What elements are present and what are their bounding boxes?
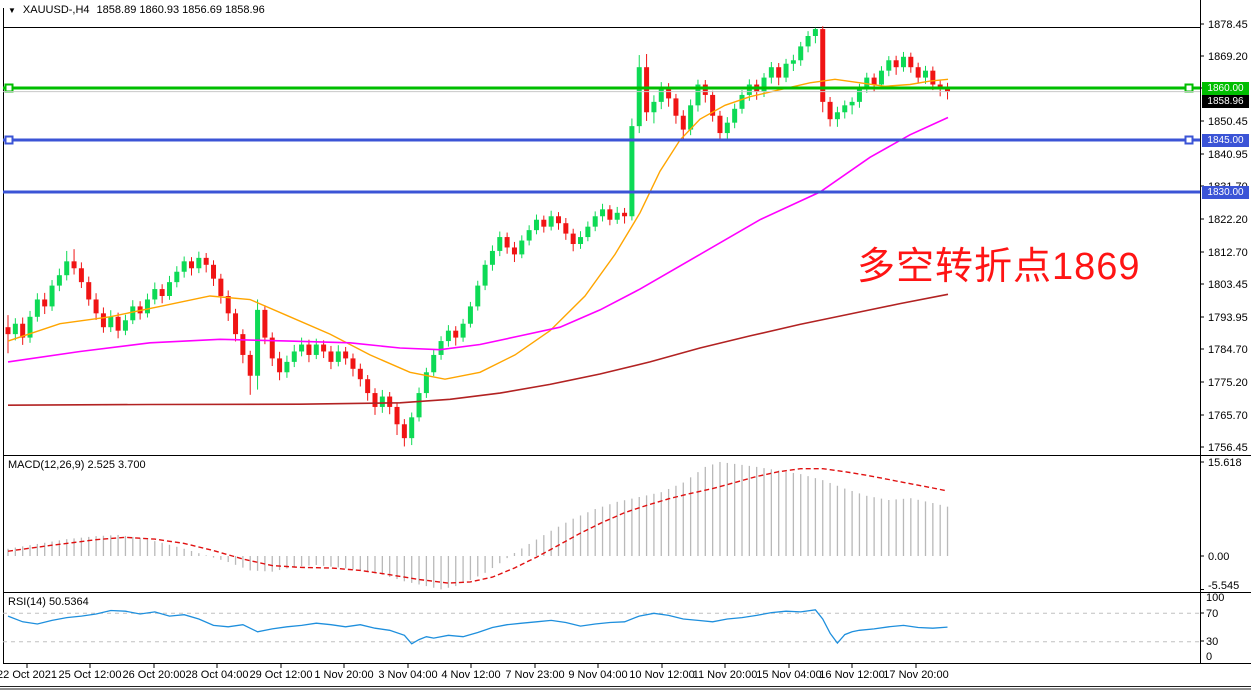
chart-title-bar: ▼ XAUUSD-,H4 1858.89 1860.93 1856.69 185… <box>8 4 265 16</box>
svg-text:15 Nov 04:00: 15 Nov 04:00 <box>756 669 821 681</box>
ohlc-values: 1858.89 1860.93 1856.69 1858.96 <box>96 4 265 16</box>
svg-text:1840.95: 1840.95 <box>1208 149 1248 161</box>
svg-text:11 Nov 20:00: 11 Nov 20:00 <box>693 669 758 681</box>
svg-text:1793.95: 1793.95 <box>1208 312 1248 324</box>
svg-text:1869.20: 1869.20 <box>1208 51 1248 63</box>
moving-averages-group <box>7 78 949 407</box>
rsi-indicator-label: RSI(14) 50.5364 <box>8 596 89 608</box>
macd-indicator-label: MACD(12,26,9) 2.525 3.700 <box>8 459 146 471</box>
horizontal-lines-group <box>3 83 1200 194</box>
symbol-period-label: XAUUSD-,H4 <box>22 4 90 16</box>
svg-text:1765.70: 1765.70 <box>1208 410 1248 422</box>
svg-text:1775.20: 1775.20 <box>1208 377 1248 389</box>
svg-text:1803.45: 1803.45 <box>1208 279 1248 291</box>
svg-text:16 Nov 12:00: 16 Nov 12:00 <box>819 669 884 681</box>
svg-text:9 Nov 04:00: 9 Nov 04:00 <box>568 669 627 681</box>
macd-signal-line <box>7 468 948 584</box>
svg-text:10 Nov 12:00: 10 Nov 12:00 <box>629 669 694 681</box>
price-badge: 1858.96 <box>1202 95 1249 108</box>
svg-text:70: 70 <box>1206 608 1218 620</box>
svg-text:25 Oct 12:00: 25 Oct 12:00 <box>59 669 122 681</box>
svg-text:1878.45: 1878.45 <box>1208 19 1248 31</box>
ma-fast-orange <box>7 78 949 380</box>
macd-panel: 15.618 0.00 -5.545 <box>7 457 1242 592</box>
svg-text:29 Oct 12:00: 29 Oct 12:00 <box>250 669 313 681</box>
price-badge: 1830.00 <box>1202 186 1249 199</box>
svg-text:7 Nov 23:00: 7 Nov 23:00 <box>505 669 564 681</box>
svg-text:100: 100 <box>1206 592 1224 604</box>
price-axis: 1878.451869.201859.951850.451840.951831.… <box>1200 19 1248 454</box>
svg-text:0: 0 <box>1206 651 1212 663</box>
price-badge: 1860.00 <box>1202 82 1249 95</box>
rsi-line <box>7 609 948 645</box>
time-axis: 22 Oct 2021 25 Oct 12:00 26 Oct 20:00 28 Oc… <box>0 664 949 681</box>
svg-text:15.618: 15.618 <box>1208 457 1242 469</box>
svg-text:1 Nov 20:00: 1 Nov 20:00 <box>314 669 373 681</box>
ma-mid-magenta <box>7 116 949 363</box>
svg-text:1850.45: 1850.45 <box>1208 116 1248 128</box>
svg-text:30: 30 <box>1206 636 1218 648</box>
svg-text:3 Nov 04:00: 3 Nov 04:00 <box>378 669 437 681</box>
svg-text:-5.545: -5.545 <box>1208 580 1239 592</box>
rsi-panel: 100 70 30 0 <box>3 592 1224 663</box>
svg-text:4 Nov 12:00: 4 Nov 12:00 <box>441 669 500 681</box>
svg-text:1784.70: 1784.70 <box>1208 344 1248 356</box>
svg-text:1812.70: 1812.70 <box>1208 247 1248 259</box>
svg-text:26 Oct 20:00: 26 Oct 20:00 <box>123 669 186 681</box>
dropdown-icon[interactable]: ▼ <box>8 5 16 15</box>
annotation-text: 多空转折点1869 <box>857 246 1141 288</box>
svg-text:28 Oct 04:00: 28 Oct 04:00 <box>186 669 249 681</box>
svg-text:1822.20: 1822.20 <box>1208 214 1248 226</box>
svg-text:17 Nov 20:00: 17 Nov 20:00 <box>883 669 948 681</box>
price-badge: 1845.00 <box>1202 134 1249 147</box>
svg-text:0.00: 0.00 <box>1208 551 1229 563</box>
svg-text:1756.45: 1756.45 <box>1208 442 1248 454</box>
ma-slow-darkred <box>7 293 949 407</box>
svg-text:22 Oct 2021: 22 Oct 2021 <box>0 669 57 681</box>
